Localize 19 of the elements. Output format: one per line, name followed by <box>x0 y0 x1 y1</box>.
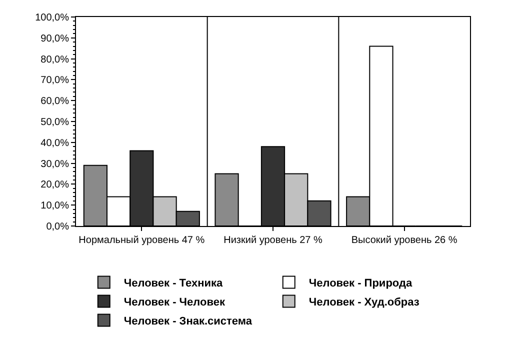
y-tick-label: 90,0% <box>40 33 70 44</box>
y-tick-label: 60,0% <box>40 96 70 108</box>
x-tick-label: Низкий уровень 27 % <box>224 235 323 246</box>
y-tick-label: 70,0% <box>40 75 70 86</box>
y-tick-label: 40,0% <box>40 138 70 149</box>
y-tick-label: 30,0% <box>40 158 70 170</box>
y-tick-label: 0,0% <box>46 222 70 232</box>
legend-label: Человек - Природа <box>308 278 413 290</box>
x-tick-label: Нормальный уровень 47 % <box>78 235 205 246</box>
legend-label: Человек - Худ.образ <box>308 296 420 309</box>
legend-label: Человек - Техника <box>124 278 224 290</box>
x-tick-label: Высокий уровень 26 % <box>351 235 458 246</box>
legend-label: Человек - Знак.система <box>124 316 253 328</box>
y-tick-label: 100,0% <box>35 12 70 24</box>
y-tick-label: 50,0% <box>40 117 70 128</box>
y-tick-label: 10,0% <box>40 200 70 212</box>
legend-label: Человек - Человек <box>124 296 226 309</box>
y-tick-label: 20,0% <box>40 180 70 191</box>
y-tick-label: 80,0% <box>40 54 70 66</box>
